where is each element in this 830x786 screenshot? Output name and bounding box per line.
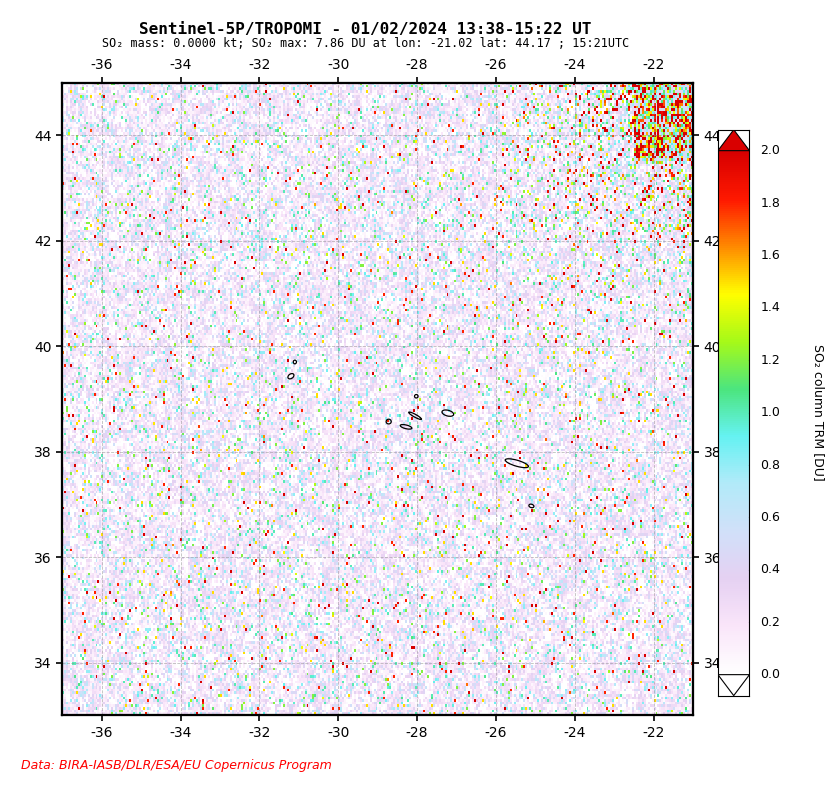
Text: 0.4: 0.4 [760,564,780,576]
Polygon shape [718,674,749,696]
Text: 0.8: 0.8 [760,458,780,472]
Text: 1.8: 1.8 [760,196,780,210]
Text: 1.0: 1.0 [760,406,780,419]
Text: 1.6: 1.6 [760,249,780,262]
Text: 2.0: 2.0 [760,144,780,157]
Text: 0.6: 0.6 [760,511,780,524]
Text: SO₂ column TRM [DU]: SO₂ column TRM [DU] [813,344,825,481]
Text: 1.2: 1.2 [760,354,780,367]
Text: Sentinel-5P/TROPOMI - 01/02/2024 13:38-15:22 UT: Sentinel-5P/TROPOMI - 01/02/2024 13:38-1… [139,22,592,37]
Polygon shape [718,130,749,151]
Text: SO₂ mass: 0.0000 kt; SO₂ max: 7.86 DU at lon: -21.02 lat: 44.17 ; 15:21UTC: SO₂ mass: 0.0000 kt; SO₂ max: 7.86 DU at… [101,37,629,50]
Text: 1.4: 1.4 [760,301,780,314]
Text: Data: BIRA-IASB/DLR/ESA/EU Copernicus Program: Data: BIRA-IASB/DLR/ESA/EU Copernicus Pr… [21,758,331,772]
Text: 0.2: 0.2 [760,615,780,629]
Text: 0.0: 0.0 [760,668,780,681]
